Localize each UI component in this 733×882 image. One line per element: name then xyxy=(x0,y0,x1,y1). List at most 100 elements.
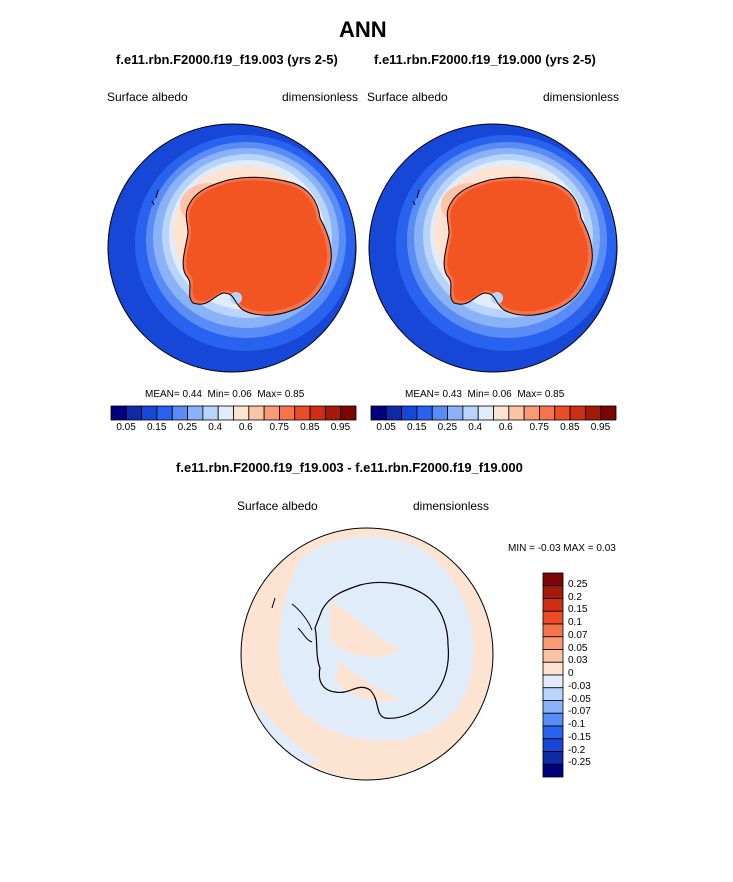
colorbar-box xyxy=(431,405,448,421)
colorbar-tick-label: 0.03 xyxy=(568,655,588,667)
colorbar-tick-label: 0.05 xyxy=(568,642,588,654)
colorbar-box xyxy=(156,405,173,421)
colorbar-box xyxy=(217,405,234,421)
difference-variable: Surface albedo xyxy=(237,499,318,513)
colorbar-box xyxy=(401,405,418,421)
colorbar-box xyxy=(141,405,158,421)
colorbar-tick-label: 0.95 xyxy=(590,422,611,433)
difference-map xyxy=(241,528,493,780)
colorbar-box xyxy=(110,405,127,421)
coastline-difference xyxy=(314,581,450,719)
colorbar-tick-label: -0.07 xyxy=(568,706,591,718)
panel-right-units: dimensionless xyxy=(543,90,620,104)
colorbar-tick-label: 0.85 xyxy=(300,422,320,433)
colorbar-tick-label: 0.05 xyxy=(116,422,136,433)
colorbar-tick-label: 0.4 xyxy=(468,422,483,433)
colorbar-tick-label: -0.03 xyxy=(568,680,591,692)
colorbar-box xyxy=(542,661,564,676)
colorbar-tick-label: 0.15 xyxy=(146,422,167,433)
colorbar-box xyxy=(263,405,280,421)
colorbar-box xyxy=(309,405,326,421)
colorbar-box xyxy=(340,405,357,421)
colorbar-box xyxy=(584,405,602,421)
colorbar-box xyxy=(542,725,564,740)
colorbar-box xyxy=(248,405,265,421)
colorbar-tick-label: -0.05 xyxy=(568,693,591,705)
colorbar-tick-label: 0.25 xyxy=(437,422,458,433)
colorbar-box xyxy=(542,751,564,765)
colorbar-box xyxy=(447,405,464,421)
colorbar-tick-label: 0.6 xyxy=(238,422,253,433)
colorbar-tick-label: 0.05 xyxy=(376,422,396,433)
colorbar-left xyxy=(110,405,357,421)
colorbar-tick-label: 0.2 xyxy=(568,591,582,603)
colorbar-box xyxy=(279,405,296,421)
colorbar-box xyxy=(554,405,571,421)
colorbar-tick-label: 0.15 xyxy=(406,422,427,433)
colorbar-tick-label: 0.1 xyxy=(568,617,582,628)
albedo-map-right xyxy=(369,124,617,372)
panel-right-variable: Surface albedo xyxy=(367,90,448,104)
colorbar-box xyxy=(233,405,250,421)
panel-right-stats: MEAN= 0.43 Min= 0.06 Max= 0.85 xyxy=(405,389,565,400)
colorbar-box xyxy=(542,598,564,612)
colorbar-tick-label: 0.95 xyxy=(330,422,351,433)
colorbar-box xyxy=(542,636,564,650)
colorbar-tick-label: -0.15 xyxy=(568,731,591,743)
colorbar-box xyxy=(542,649,564,663)
colorbar-box xyxy=(542,674,564,689)
difference-units: dimensionless xyxy=(413,499,490,513)
albedo-map-left xyxy=(108,124,356,372)
panel-right-title: f.e11.rbn.F2000.f19_f19.000 (yrs 2-5) xyxy=(374,52,596,67)
colorbar-box xyxy=(385,405,403,421)
colorbar-tick-label: 0.85 xyxy=(560,422,580,433)
colorbar-box xyxy=(542,572,564,587)
colorbar-tick-label: 0.15 xyxy=(568,604,588,616)
colorbar-box xyxy=(294,405,311,421)
colorbar-tick-label: 0 xyxy=(568,668,574,679)
colorbar-box xyxy=(477,405,494,421)
colorbar-box xyxy=(370,405,387,421)
colorbar-box xyxy=(202,405,219,421)
colorbar-box xyxy=(542,712,564,727)
colorbar-box xyxy=(569,405,586,421)
colorbar-tick-label: 0.07 xyxy=(568,629,588,641)
panel-left-units: dimensionless xyxy=(282,90,359,104)
difference-minmax: MIN = -0.03 MAX = 0.03 xyxy=(508,543,616,554)
colorbar-tick-label: 0.25 xyxy=(568,578,588,590)
colorbar-box xyxy=(462,405,479,421)
colorbar-box xyxy=(187,405,204,421)
colorbar-box xyxy=(523,405,540,421)
colorbar-tick-label: 0.25 xyxy=(177,422,198,433)
colorbar-box xyxy=(493,405,510,421)
main-title: ANN xyxy=(339,17,387,42)
colorbar-box xyxy=(542,610,564,625)
colorbar-box xyxy=(125,405,143,421)
panel-left-title: f.e11.rbn.F2000.f19_f19.003 (yrs 2-5) xyxy=(116,52,338,67)
panel-left-stats: MEAN= 0.44 Min= 0.06 Max= 0.85 xyxy=(145,389,305,400)
colorbar-difference xyxy=(542,572,564,778)
colorbar-box xyxy=(542,700,564,714)
colorbar-box xyxy=(416,405,433,421)
colorbar-tick-label: 0.75 xyxy=(269,422,289,433)
colorbar-box xyxy=(324,405,342,421)
colorbar-box xyxy=(542,623,564,638)
difference-title: f.e11.rbn.F2000.f19_f19.003 - f.e11.rbn.… xyxy=(176,460,523,475)
colorbar-box xyxy=(542,687,564,701)
colorbar-box xyxy=(539,405,556,421)
colorbar-tick-label: 0.6 xyxy=(498,422,513,433)
colorbar-box xyxy=(542,585,564,599)
panel-left-variable: Surface albedo xyxy=(107,90,188,104)
colorbar-tick-label: -0.25 xyxy=(568,757,591,769)
colorbar-tick-label: -0.1 xyxy=(568,719,586,730)
colorbar-tick-label: -0.2 xyxy=(568,744,586,756)
colorbar-tick-label: 0.75 xyxy=(529,422,549,433)
colorbar-box xyxy=(171,405,188,421)
colorbar-box xyxy=(508,405,525,421)
colorbar-box xyxy=(542,763,564,778)
colorbar-tick-label: 0.4 xyxy=(208,422,223,433)
colorbar-box xyxy=(542,738,564,752)
colorbar-box xyxy=(600,405,617,421)
colorbar-right xyxy=(370,405,617,421)
